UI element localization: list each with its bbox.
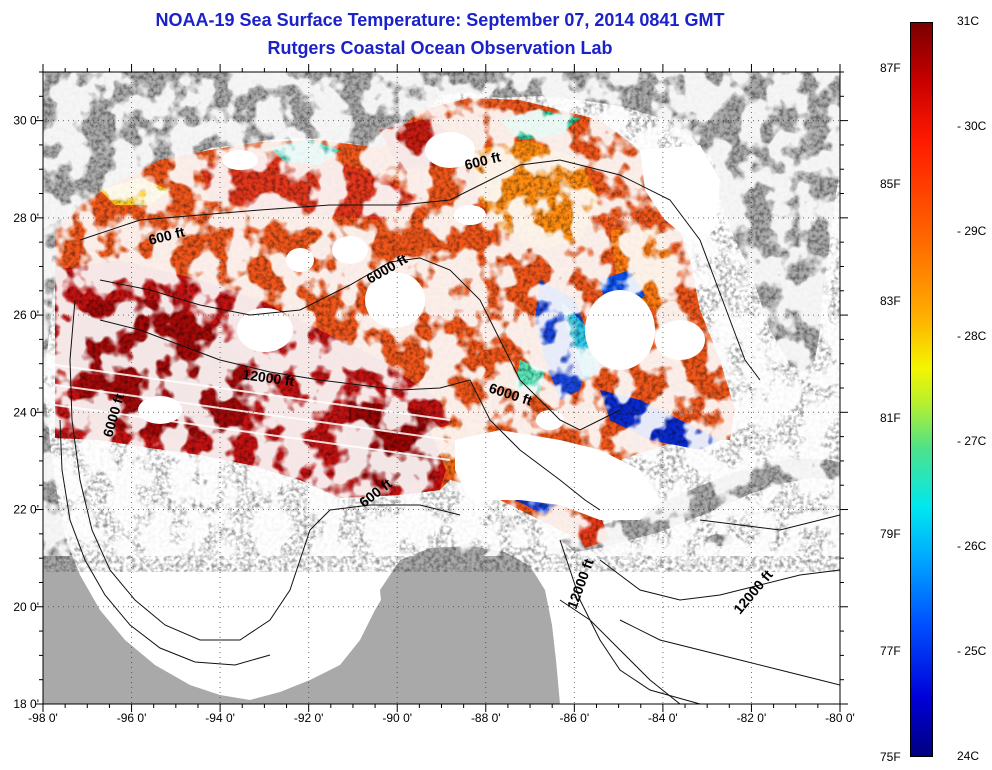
lat-tick-label: 30 0' <box>13 114 39 128</box>
lon-tick-label: -90 0' <box>382 711 412 725</box>
lat-tick-label: 28 0' <box>13 211 39 225</box>
lat-tick-label: 20 0' <box>13 600 39 614</box>
colorbar-celsius-label: - 27C <box>957 434 987 448</box>
tick-marks <box>35 64 848 712</box>
lat-tick-label: 18 0' <box>13 697 39 711</box>
colorbar-celsius-label: 31C <box>957 14 980 28</box>
bathymetry-contours <box>59 159 840 704</box>
lon-tick-label: -92 0' <box>294 711 324 725</box>
colorbar-celsius-label: - 30C <box>957 119 987 133</box>
colorbar-fahrenheit-label: 87F <box>880 60 901 75</box>
colorbar-fahrenheit-label: 85F <box>880 177 901 192</box>
lat-tick-label: 26 0' <box>13 308 39 322</box>
colorbar-celsius-label: - 26C <box>957 539 987 553</box>
lon-tick-label: -96 0' <box>117 711 147 725</box>
colorbar-fahrenheit-label: 79F <box>880 527 901 542</box>
map-title: NOAA-19 Sea Surface Temperature: Septemb… <box>155 10 725 30</box>
colorbar-celsius-label: - 28C <box>957 329 987 343</box>
colorbar-celsius-label: 24C <box>957 749 980 763</box>
lon-tick-label: -94 0' <box>205 711 235 725</box>
lat-tick-label: 22 0' <box>13 503 39 517</box>
latitude-labels: 30 0' 28 0' 26 0' 24 0' 22 0' 20 0' 18 0' <box>13 114 39 711</box>
lon-tick-label: -82 0' <box>737 711 767 725</box>
lon-tick-label: -98 0' <box>28 711 58 725</box>
longitude-labels: -98 0' -96 0' -94 0' -92 0' -90 0' -88 0' -86 … <box>28 711 855 725</box>
lon-tick-label: -80 0' <box>825 711 855 725</box>
lon-tick-label: -84 0' <box>648 711 678 725</box>
lat-tick-label: 24 0' <box>13 405 39 419</box>
contour-12000ft-west: 12000 ft <box>242 366 296 389</box>
colorbar-fahrenheit-label: 83F <box>880 294 901 308</box>
cloud-speckle <box>43 72 840 512</box>
scan-lines <box>54 364 451 461</box>
lon-tick-label: -88 0' <box>471 711 501 725</box>
temperature-colorbar <box>910 22 933 757</box>
colorbar-fahrenheit-label: 75F <box>880 750 901 764</box>
graticule <box>43 72 840 704</box>
map-subtitle: Rutgers Coastal Ocean Observation Lab <box>267 38 613 58</box>
lon-tick-label: -86 0' <box>560 711 590 725</box>
colorbar-fahrenheit-label: 77F <box>880 644 901 658</box>
colorbar-celsius-label: - 25C <box>957 644 987 658</box>
colorbar-celsius-label: - 29C <box>957 224 987 238</box>
colorbar-fahrenheit-label: 81F <box>880 410 901 425</box>
